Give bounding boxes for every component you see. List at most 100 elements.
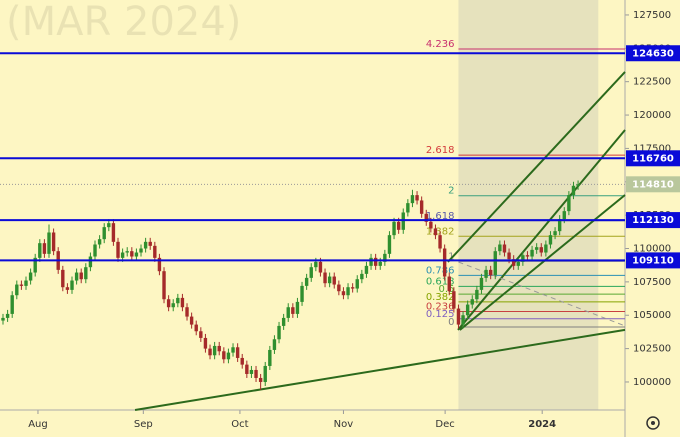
gear-icon[interactable] (646, 416, 660, 430)
fib-label: 0.5 (439, 284, 455, 295)
candle-body (189, 316, 194, 325)
candle-body (461, 315, 465, 325)
candle-body (498, 244, 502, 252)
fib-label: 1.618 (426, 211, 455, 222)
candle-body (10, 295, 14, 314)
candle-body (332, 276, 336, 285)
candle-body (286, 307, 290, 318)
level-box (626, 150, 680, 167)
level-label: 109110 (632, 255, 674, 266)
candle-body (465, 304, 470, 316)
candle-body (327, 276, 332, 284)
candle-body (300, 285, 304, 302)
candle-body (355, 279, 359, 289)
candle-body (93, 244, 97, 257)
y-tick-label: 102500 (633, 344, 671, 355)
candle-body (323, 272, 327, 284)
fib-label: 0.236 (426, 302, 455, 313)
y-tick-label: 110000 (633, 244, 671, 255)
candle-body (567, 195, 571, 212)
candle-body (272, 339, 277, 350)
candle-body (314, 261, 318, 268)
trendline (457, 129, 626, 331)
candle-body (534, 247, 539, 250)
candle-body (553, 231, 557, 236)
candle-body (263, 365, 267, 382)
candle-body (226, 352, 231, 360)
candle-body (291, 307, 295, 314)
candle-body (318, 261, 323, 273)
candle-body (61, 269, 65, 288)
y-tick-label: 117500 (633, 143, 671, 154)
candle-body (337, 284, 341, 292)
gear-center[interactable] (651, 421, 655, 425)
last-price-label: 114810 (632, 179, 674, 190)
candle-body (88, 256, 93, 268)
candle-body (429, 221, 433, 229)
candle-body (530, 249, 534, 257)
candle-body (185, 307, 189, 317)
candle-body (424, 213, 428, 222)
level-box (626, 212, 680, 229)
candle-body (74, 272, 79, 281)
candle-body (387, 235, 392, 254)
level-label: 116760 (632, 153, 674, 164)
settings-button[interactable] (646, 416, 660, 430)
trendline (459, 194, 626, 331)
candle-body (70, 280, 74, 290)
candle-body (222, 351, 226, 360)
candle-body (42, 243, 47, 254)
candle-body (162, 271, 166, 300)
candle-body (470, 299, 474, 305)
candle-body (240, 357, 244, 365)
candle-body (51, 232, 56, 252)
level-label: 112130 (632, 215, 674, 226)
candle-body (442, 248, 447, 277)
candle-body (378, 261, 382, 266)
candle-body (120, 252, 125, 258)
candle-body (166, 299, 171, 308)
candle-body (309, 267, 313, 278)
candle-body (33, 257, 37, 273)
candle-body (102, 227, 106, 240)
candle-body (143, 241, 148, 249)
candle-body (231, 347, 235, 353)
fib-label: 0.618 (426, 276, 455, 287)
candle-body (79, 272, 83, 280)
candle-body (24, 280, 28, 286)
candle-body (157, 257, 162, 272)
candle-body (212, 345, 217, 356)
candle-body (479, 277, 484, 290)
candle-body (153, 245, 157, 258)
fib-label: 0 (448, 317, 454, 328)
candle-body (277, 325, 281, 340)
candle-body (304, 277, 309, 286)
x-tick-label: Oct (231, 419, 248, 430)
candle-body (97, 239, 102, 245)
candle-body (364, 265, 369, 274)
candle-body (84, 267, 88, 280)
level-box (626, 45, 680, 62)
fib-label: 2.618 (426, 145, 455, 156)
y-tick-label: 127500 (633, 10, 671, 21)
candle-body (410, 195, 415, 204)
candle-body (295, 301, 300, 314)
candle-body (557, 219, 562, 232)
candle-body (544, 244, 548, 253)
y-tick-label: 105000 (633, 310, 671, 321)
candle-body (65, 287, 70, 290)
candle-body (438, 235, 442, 249)
candle-body (203, 337, 208, 349)
candle-body (176, 297, 180, 304)
candle-body (516, 261, 520, 266)
candle-body (5, 313, 10, 318)
candle-body (180, 297, 185, 308)
candle-body (208, 348, 212, 356)
candle-body (562, 211, 566, 220)
candle-body (148, 241, 152, 246)
candle-body (341, 291, 346, 296)
candle-body (456, 308, 461, 325)
candle-body (1, 317, 5, 321)
candle-body (447, 276, 451, 292)
